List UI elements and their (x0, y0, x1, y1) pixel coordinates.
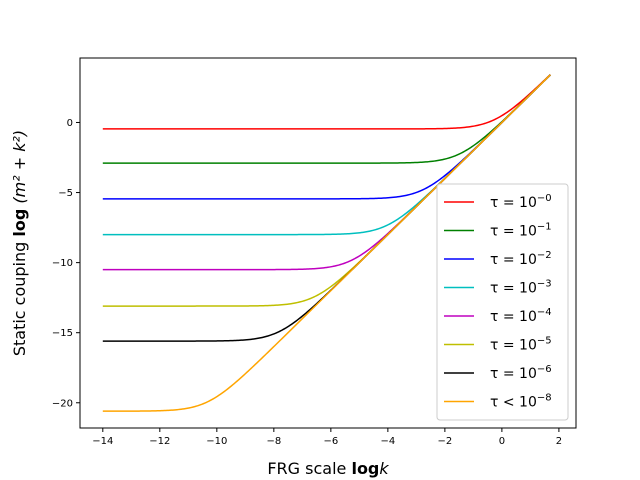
legend-label-2: τ = 10−1 (490, 222, 552, 240)
legend-label-8: τ < 10−8 (490, 393, 552, 411)
legend-label-exponent: −0 (537, 193, 552, 204)
legend-label-base: τ = 10 (490, 195, 537, 211)
series-line-8 (102, 74, 551, 412)
y-axis-label-bold: log (10, 209, 29, 237)
legend-label-6: τ = 10−5 (490, 336, 552, 354)
legend-label-exponent: −1 (537, 222, 552, 233)
x-axis-ticks: −14 −12 −10 −8 −6 −4 −2 0 2 (92, 428, 562, 447)
y-tick-label: −10 (52, 258, 73, 269)
legend-label-base: τ = 10 (490, 224, 537, 240)
legend-label-base: τ = 10 (490, 252, 537, 268)
series-line-2 (102, 74, 551, 164)
y-tick-label: −5 (58, 188, 73, 199)
legend: τ = 10−0τ = 10−1τ = 10−2τ = 10−3τ = 10−4… (436, 183, 569, 421)
series-line-1 (102, 73, 551, 130)
legend-label-base: τ = 10 (490, 309, 537, 325)
y-axis-label-suffix: (m² + k²) (10, 130, 29, 209)
x-tick-label: 0 (499, 436, 505, 447)
legend-label-exponent: −3 (537, 279, 552, 290)
legend-items: τ = 10−0τ = 10−1τ = 10−2τ = 10−3τ = 10−4… (444, 193, 552, 411)
x-axis-label: FRG scale logk (267, 459, 389, 478)
x-tick-label: −2 (437, 436, 452, 447)
legend-label-base: τ = 10 (490, 281, 537, 297)
x-tick-label: −12 (149, 436, 170, 447)
x-axis-label-bold: log (351, 459, 379, 478)
x-tick-label: 2 (556, 436, 562, 447)
y-tick-label: −15 (52, 328, 73, 339)
legend-label-base: τ = 10 (490, 366, 537, 382)
plot-lines (102, 73, 551, 412)
y-axis-label-prefix: Static couping (10, 237, 29, 357)
legend-label-base: τ = 10 (490, 338, 537, 354)
legend-label-7: τ = 10−6 (490, 364, 552, 382)
legend-label-base: τ < 10 (490, 395, 537, 411)
x-axis-label-suffix: k (379, 459, 389, 478)
legend-label-exponent: −4 (537, 307, 552, 318)
x-tick-label: −8 (266, 436, 281, 447)
x-tick-label: −10 (206, 436, 227, 447)
legend-box (436, 183, 569, 421)
x-tick-label: −6 (323, 436, 338, 447)
legend-label-exponent: −5 (537, 336, 552, 347)
legend-label-exponent: −6 (537, 364, 552, 375)
legend-label-3: τ = 10−2 (490, 250, 552, 268)
plot-frame (79, 57, 577, 429)
y-tick-label: −20 (52, 398, 73, 409)
x-axis-label-prefix: FRG scale (267, 459, 351, 478)
legend-label-exponent: −2 (537, 250, 552, 261)
x-tick-label: −4 (380, 436, 395, 447)
y-tick-label: 0 (67, 118, 73, 129)
legend-label-exponent: −8 (537, 393, 552, 404)
x-tick-label: −14 (92, 436, 113, 447)
legend-label-4: τ = 10−3 (490, 279, 552, 297)
y-axis-label: Static couping log (m² + k²) (10, 130, 29, 356)
legend-label-1: τ = 10−0 (490, 193, 552, 211)
y-axis-ticks: 0 −5 −10 −15 −20 (52, 118, 80, 409)
legend-label-5: τ = 10−4 (490, 307, 552, 325)
